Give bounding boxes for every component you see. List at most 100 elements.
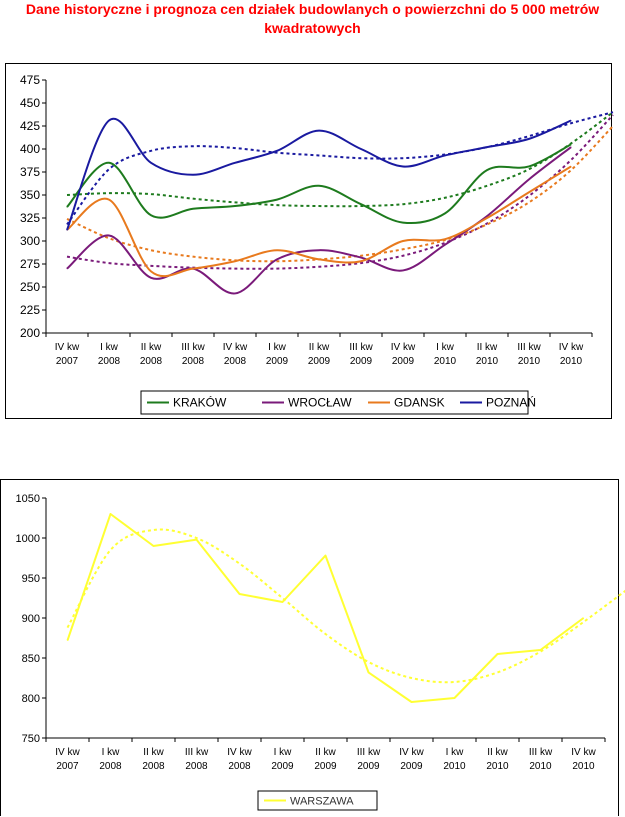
data-point (361, 257, 362, 258)
x-tick-label: 2009 (357, 761, 380, 772)
data-point (277, 150, 278, 151)
y-tick-label: 850 (22, 653, 40, 665)
x-tick-label: 2008 (98, 356, 121, 367)
data-point (319, 259, 320, 260)
x-tick-label: 2010 (518, 356, 541, 367)
x-tick-label: 2008 (140, 356, 163, 367)
data-point (529, 166, 530, 167)
x-tick-label: IV kw (399, 747, 424, 758)
data-point (319, 250, 320, 251)
data-point (403, 241, 404, 242)
data-point (282, 602, 283, 603)
y-tick-label: 950 (22, 573, 40, 585)
x-tick-label: IV kw (227, 747, 252, 758)
data-point (151, 215, 152, 216)
data-point (277, 259, 278, 260)
data-point (497, 654, 498, 655)
data-point (403, 166, 404, 167)
data-point (319, 185, 320, 186)
x-tick-label: 2010 (560, 356, 583, 367)
x-tick-label: II kw (141, 342, 162, 353)
x-tick-label: 2009 (266, 356, 289, 367)
x-tick-label: 2008 (228, 761, 251, 772)
data-point (196, 539, 197, 540)
data-point (235, 206, 236, 207)
data-point (109, 199, 110, 200)
y-tick-label: 275 (20, 257, 40, 271)
data-point (67, 206, 68, 207)
y-tick-label: 450 (20, 96, 40, 110)
x-tick-label: II kw (143, 747, 164, 758)
x-tick-label: I kw (436, 342, 455, 353)
data-point (151, 277, 152, 278)
data-point (67, 229, 68, 230)
data-point (193, 174, 194, 175)
y-tick-label: 250 (20, 280, 40, 294)
x-tick-label: III kw (349, 342, 373, 353)
x-tick-label: 2010 (486, 761, 509, 772)
y-tick-label: 400 (20, 142, 40, 156)
x-tick-label: 2008 (185, 761, 208, 772)
x-tick-label: IV kw (55, 747, 80, 758)
data-point (445, 244, 446, 245)
data-point (325, 555, 326, 556)
y-tick-label: 750 (22, 733, 40, 745)
x-tick-label: III kw (529, 747, 553, 758)
x-tick-label: II kw (487, 747, 508, 758)
data-point (151, 162, 152, 163)
y-tick-label: 375 (20, 165, 40, 179)
x-tick-label: IV kw (223, 342, 248, 353)
legend-label: WROCŁAW (288, 396, 352, 410)
x-tick-label: 2008 (182, 356, 205, 367)
x-tick-label: 2009 (314, 761, 337, 772)
data-point (67, 268, 68, 269)
x-tick-label: 2010 (529, 761, 552, 772)
trend-line (68, 530, 625, 683)
x-tick-label: II kw (309, 342, 330, 353)
x-tick-label: 2008 (142, 761, 165, 772)
data-point (110, 514, 111, 515)
x-tick-label: III kw (357, 747, 381, 758)
data-point (529, 192, 530, 193)
data-point (235, 293, 236, 294)
page-title: Dane historyczne i prognoza cen działek … (0, 0, 625, 38)
data-point (153, 546, 154, 547)
x-tick-label: III kw (181, 342, 205, 353)
x-tick-label: 2009 (271, 761, 294, 772)
x-tick-label: I kw (274, 747, 293, 758)
x-tick-label: 2009 (392, 356, 415, 367)
x-tick-label: 2008 (224, 356, 247, 367)
data-point (487, 216, 488, 217)
x-tick-label: II kw (477, 342, 498, 353)
legend-label: WARSZAWA (290, 796, 354, 808)
data-point (540, 650, 541, 651)
data-point (109, 162, 110, 163)
legend-label: POZNAŃ (486, 395, 536, 410)
data-point (445, 155, 446, 156)
x-tick-label: III kw (185, 747, 209, 758)
y-tick-label: 1000 (16, 533, 40, 545)
data-point (235, 162, 236, 163)
data-point (193, 208, 194, 209)
title-line-1: Dane historyczne i prognoza cen działek … (0, 0, 625, 19)
data-point (571, 166, 572, 167)
data-point (403, 222, 404, 223)
x-tick-label: 2010 (572, 761, 595, 772)
legend-label: KRAKÓW (173, 395, 227, 410)
y-tick-label: 425 (20, 119, 40, 133)
data-point (193, 268, 194, 269)
x-tick-label: 2010 (443, 761, 466, 772)
x-tick-label: I kw (100, 342, 119, 353)
data-point (235, 261, 236, 262)
data-point (361, 261, 362, 262)
x-tick-label: 2007 (56, 356, 79, 367)
y-tick-label: 300 (20, 234, 40, 248)
x-tick-label: IV kw (55, 342, 80, 353)
data-point (411, 702, 412, 703)
y-tick-label: 225 (20, 303, 40, 317)
series-line (68, 514, 584, 702)
data-point (571, 147, 572, 148)
